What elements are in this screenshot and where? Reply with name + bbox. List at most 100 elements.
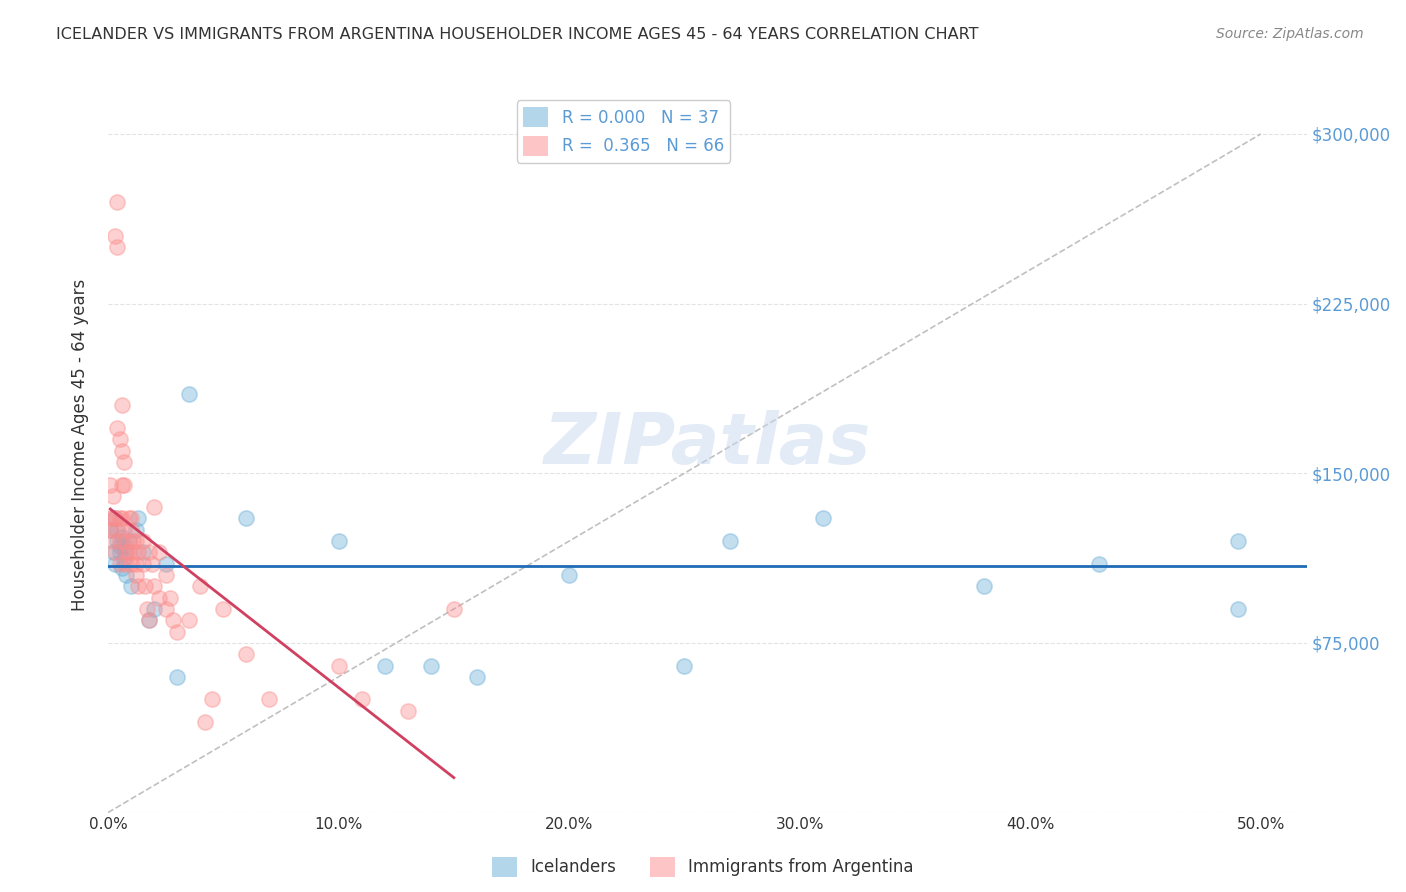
Immigrants from Argentina [115, 557, 138, 571]
Icelanders [558, 568, 581, 582]
Immigrants from Argentina [159, 591, 181, 605]
Icelanders [465, 670, 488, 684]
Immigrants from Argentina [148, 545, 170, 559]
Icelanders [104, 557, 127, 571]
Icelanders [1088, 557, 1111, 571]
Icelanders [374, 658, 396, 673]
Icelanders [328, 534, 350, 549]
Icelanders [101, 545, 124, 559]
Icelanders [112, 552, 135, 566]
Icelanders [138, 613, 160, 627]
Immigrants from Argentina [98, 523, 121, 537]
Immigrants from Argentina [112, 477, 135, 491]
Immigrants from Argentina [155, 568, 177, 582]
Immigrants from Argentina [155, 602, 177, 616]
Immigrants from Argentina [138, 613, 160, 627]
Icelanders [1226, 534, 1249, 549]
Icelanders [973, 579, 995, 593]
Immigrants from Argentina [111, 398, 134, 412]
Immigrants from Argentina [162, 613, 184, 627]
Immigrants from Argentina [148, 591, 170, 605]
Immigrants from Argentina [111, 443, 134, 458]
Icelanders [108, 545, 131, 559]
Immigrants from Argentina [120, 523, 142, 537]
Immigrants from Argentina [111, 511, 134, 525]
Immigrants from Argentina [108, 511, 131, 525]
Icelanders [98, 523, 121, 537]
Icelanders [131, 545, 153, 559]
Text: ZIPatlas: ZIPatlas [544, 410, 872, 480]
Icelanders [166, 670, 188, 684]
Y-axis label: Householder Income Ages 45 - 64 years: Householder Income Ages 45 - 64 years [72, 279, 89, 611]
Immigrants from Argentina [127, 545, 149, 559]
Immigrants from Argentina [111, 477, 134, 491]
Immigrants from Argentina [124, 557, 146, 571]
Immigrants from Argentina [124, 568, 146, 582]
Immigrants from Argentina [127, 579, 149, 593]
Immigrants from Argentina [112, 455, 135, 469]
Immigrants from Argentina [104, 523, 127, 537]
Immigrants from Argentina [122, 545, 145, 559]
Legend: Icelanders, Immigrants from Argentina: Icelanders, Immigrants from Argentina [485, 850, 921, 884]
Immigrants from Argentina [134, 579, 156, 593]
Icelanders [118, 534, 141, 549]
Icelanders [112, 539, 135, 553]
Immigrants from Argentina [259, 692, 281, 706]
Icelanders [177, 387, 200, 401]
Immigrants from Argentina [105, 421, 128, 435]
Icelanders [115, 545, 138, 559]
Icelanders [673, 658, 696, 673]
Icelanders [155, 557, 177, 571]
Immigrants from Argentina [118, 511, 141, 525]
Immigrants from Argentina [104, 545, 127, 559]
Immigrants from Argentina [396, 704, 419, 718]
Text: ICELANDER VS IMMIGRANTS FROM ARGENTINA HOUSEHOLDER INCOME AGES 45 - 64 YEARS COR: ICELANDER VS IMMIGRANTS FROM ARGENTINA H… [56, 27, 979, 42]
Immigrants from Argentina [108, 534, 131, 549]
Legend: R = 0.000   N = 37, R =  0.365   N = 66: R = 0.000 N = 37, R = 0.365 N = 66 [516, 101, 731, 163]
Immigrants from Argentina [141, 557, 163, 571]
Immigrants from Argentina [120, 557, 142, 571]
Immigrants from Argentina [194, 714, 217, 729]
Immigrants from Argentina [188, 579, 211, 593]
Immigrants from Argentina [177, 613, 200, 627]
Icelanders [105, 534, 128, 549]
Icelanders [120, 579, 142, 593]
Immigrants from Argentina [350, 692, 373, 706]
Immigrants from Argentina [201, 692, 224, 706]
Immigrants from Argentina [143, 579, 166, 593]
Icelanders [111, 530, 134, 544]
Icelanders [104, 511, 127, 525]
Immigrants from Argentina [108, 557, 131, 571]
Immigrants from Argentina [166, 624, 188, 639]
Immigrants from Argentina [120, 511, 142, 525]
Immigrants from Argentina [136, 602, 159, 616]
Icelanders [124, 523, 146, 537]
Immigrants from Argentina [443, 602, 465, 616]
Immigrants from Argentina [143, 500, 166, 515]
Immigrants from Argentina [115, 534, 138, 549]
Icelanders [811, 511, 834, 525]
Immigrants from Argentina [101, 489, 124, 503]
Immigrants from Argentina [212, 602, 235, 616]
Immigrants from Argentina [101, 534, 124, 549]
Immigrants from Argentina [104, 228, 127, 243]
Immigrants from Argentina [98, 477, 121, 491]
Immigrants from Argentina [131, 534, 153, 549]
Immigrants from Argentina [118, 545, 141, 559]
Immigrants from Argentina [122, 534, 145, 549]
Icelanders [143, 602, 166, 616]
Icelanders [1226, 602, 1249, 616]
Immigrants from Argentina [115, 545, 138, 559]
Immigrants from Argentina [98, 511, 121, 525]
Icelanders [108, 539, 131, 553]
Immigrants from Argentina [112, 523, 135, 537]
Immigrants from Argentina [101, 511, 124, 525]
Immigrants from Argentina [124, 534, 146, 549]
Immigrants from Argentina [235, 647, 257, 661]
Icelanders [105, 523, 128, 537]
Icelanders [235, 511, 257, 525]
Immigrants from Argentina [328, 658, 350, 673]
Immigrants from Argentina [108, 433, 131, 447]
Icelanders [111, 561, 134, 575]
Immigrants from Argentina [138, 545, 160, 559]
